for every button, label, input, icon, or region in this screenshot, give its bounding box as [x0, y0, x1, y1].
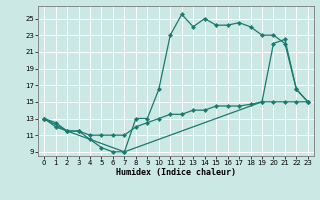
X-axis label: Humidex (Indice chaleur): Humidex (Indice chaleur) — [116, 168, 236, 177]
